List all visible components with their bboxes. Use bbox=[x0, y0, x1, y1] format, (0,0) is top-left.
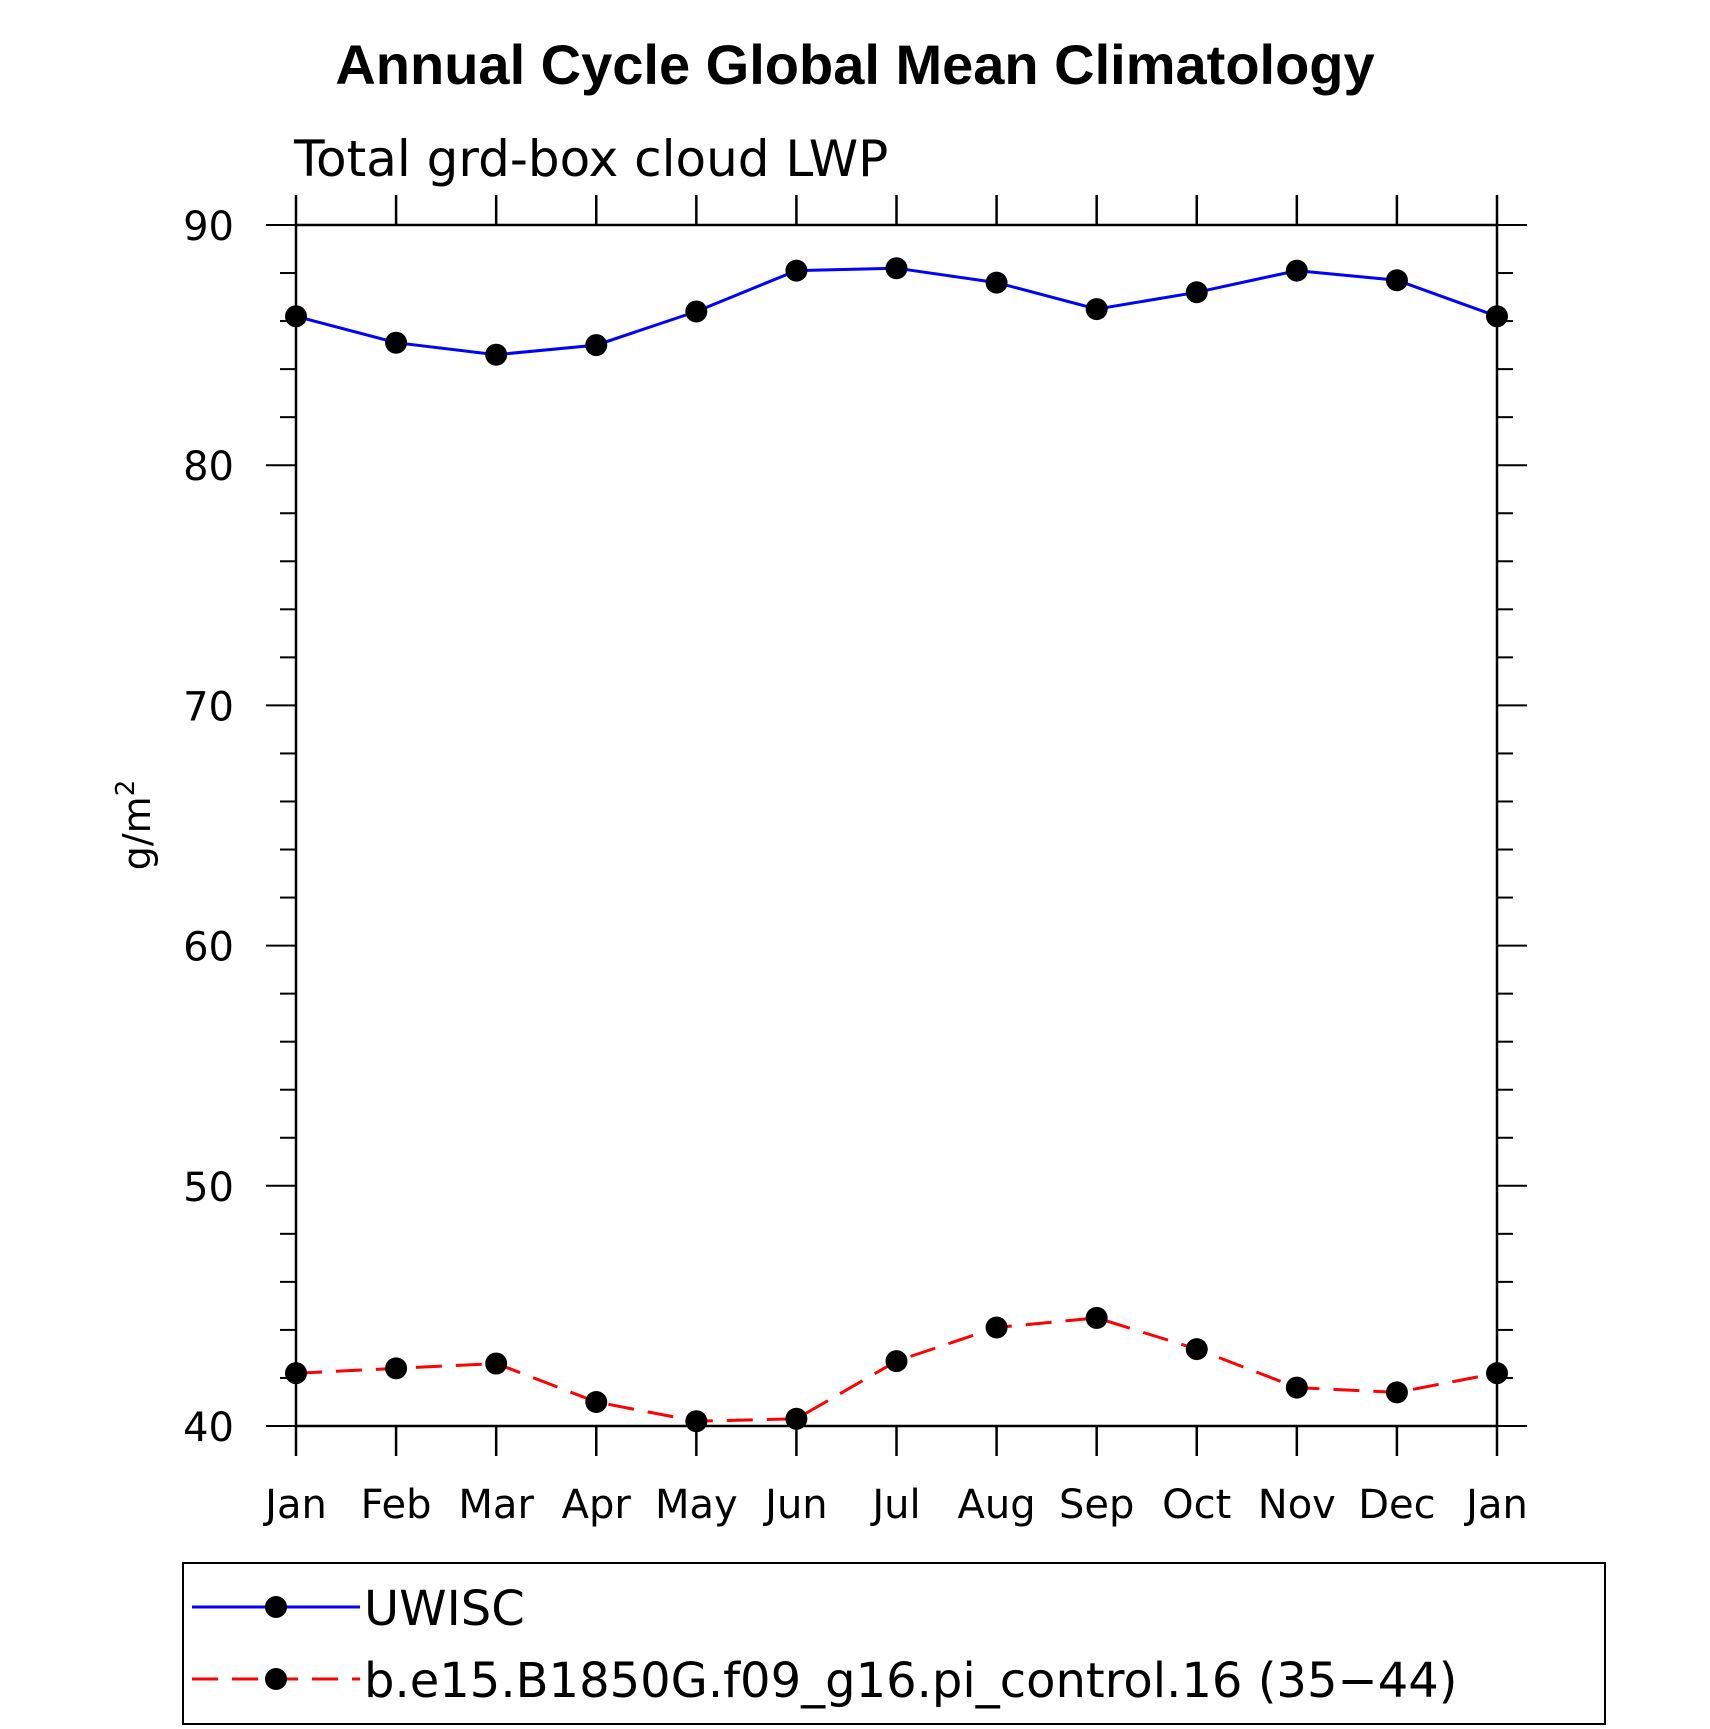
legend-marker-uwisc bbox=[265, 1596, 287, 1618]
data-point bbox=[885, 257, 908, 280]
data-point bbox=[785, 259, 808, 282]
data-point bbox=[1385, 269, 1408, 292]
series-uwisc bbox=[285, 257, 1508, 366]
data-point bbox=[785, 1407, 808, 1430]
y-tick-label: 90 bbox=[183, 204, 234, 250]
legend-box bbox=[182, 1562, 1606, 1725]
series-control bbox=[285, 1306, 1508, 1433]
x-tick-label: Aug bbox=[958, 1482, 1036, 1528]
data-point bbox=[1385, 1381, 1408, 1404]
data-point bbox=[1185, 281, 1208, 304]
chart-subtitle: Total grd-box cloud LWP bbox=[293, 130, 888, 188]
data-point bbox=[885, 1350, 908, 1373]
data-point bbox=[385, 331, 408, 354]
series-group bbox=[285, 257, 1508, 1433]
data-point bbox=[1085, 1306, 1108, 1329]
data-point bbox=[385, 1357, 408, 1380]
data-point bbox=[1486, 1362, 1508, 1385]
x-tick-label: Oct bbox=[1162, 1482, 1231, 1528]
x-tick-label: Dec bbox=[1358, 1482, 1435, 1528]
y-tick-label: 70 bbox=[183, 684, 234, 730]
legend-marker-control bbox=[265, 1668, 287, 1690]
data-point bbox=[1085, 298, 1108, 321]
data-point bbox=[1486, 305, 1508, 328]
data-point bbox=[1185, 1338, 1208, 1361]
x-tick-label: Apr bbox=[562, 1482, 632, 1528]
y-tick-label: 80 bbox=[183, 444, 234, 490]
data-point bbox=[985, 271, 1008, 294]
data-point bbox=[585, 334, 608, 357]
y-tick-label: 50 bbox=[183, 1165, 234, 1211]
data-point bbox=[485, 1352, 508, 1375]
x-tick-label: Jan bbox=[1463, 1482, 1528, 1528]
data-point bbox=[585, 1390, 608, 1413]
data-point bbox=[1285, 259, 1308, 282]
data-point bbox=[685, 300, 708, 323]
x-tick-label: Feb bbox=[361, 1482, 432, 1528]
y-axis-label-text: g/m bbox=[115, 796, 159, 870]
x-tick-label: Mar bbox=[458, 1482, 534, 1528]
y-axis-label: g/m2 bbox=[111, 780, 159, 871]
plot-frame bbox=[294, 223, 1499, 1428]
legend-label-uwisc: UWISC bbox=[364, 1581, 525, 1637]
y-tick-label: 40 bbox=[183, 1405, 234, 1451]
axes: Jan Feb Mar Apr May Jun Jul Aug Sep Oct Nov Dec Jan 4… bbox=[183, 195, 1528, 1528]
y-axis-label-superscript: 2 bbox=[111, 780, 141, 797]
data-point bbox=[285, 1362, 307, 1385]
data-point bbox=[685, 1410, 708, 1433]
x-tick-label: Jan bbox=[262, 1482, 327, 1528]
x-tick-label: Jul bbox=[869, 1482, 920, 1528]
x-tick-label: Nov bbox=[1258, 1482, 1336, 1528]
series-line bbox=[295, 266, 1498, 357]
legend-label-control: b.e15.B1850G.f09_g16.pi_control.16 (35−4… bbox=[364, 1653, 1458, 1709]
y-tick-label: 60 bbox=[183, 925, 234, 971]
legend-entry-uwisc: UWISC bbox=[192, 1581, 525, 1637]
x-tick-label: Sep bbox=[1059, 1482, 1134, 1528]
x-tick-label: May bbox=[655, 1482, 738, 1528]
legend-entry-control: b.e15.B1850G.f09_g16.pi_control.16 (35−4… bbox=[192, 1653, 1458, 1709]
chart-title: Annual Cycle Global Mean Climatology bbox=[335, 33, 1374, 96]
data-point bbox=[285, 305, 307, 328]
data-point bbox=[485, 343, 508, 366]
data-point bbox=[985, 1316, 1008, 1339]
data-point bbox=[1285, 1376, 1308, 1399]
x-tick-label: Jun bbox=[762, 1482, 828, 1528]
